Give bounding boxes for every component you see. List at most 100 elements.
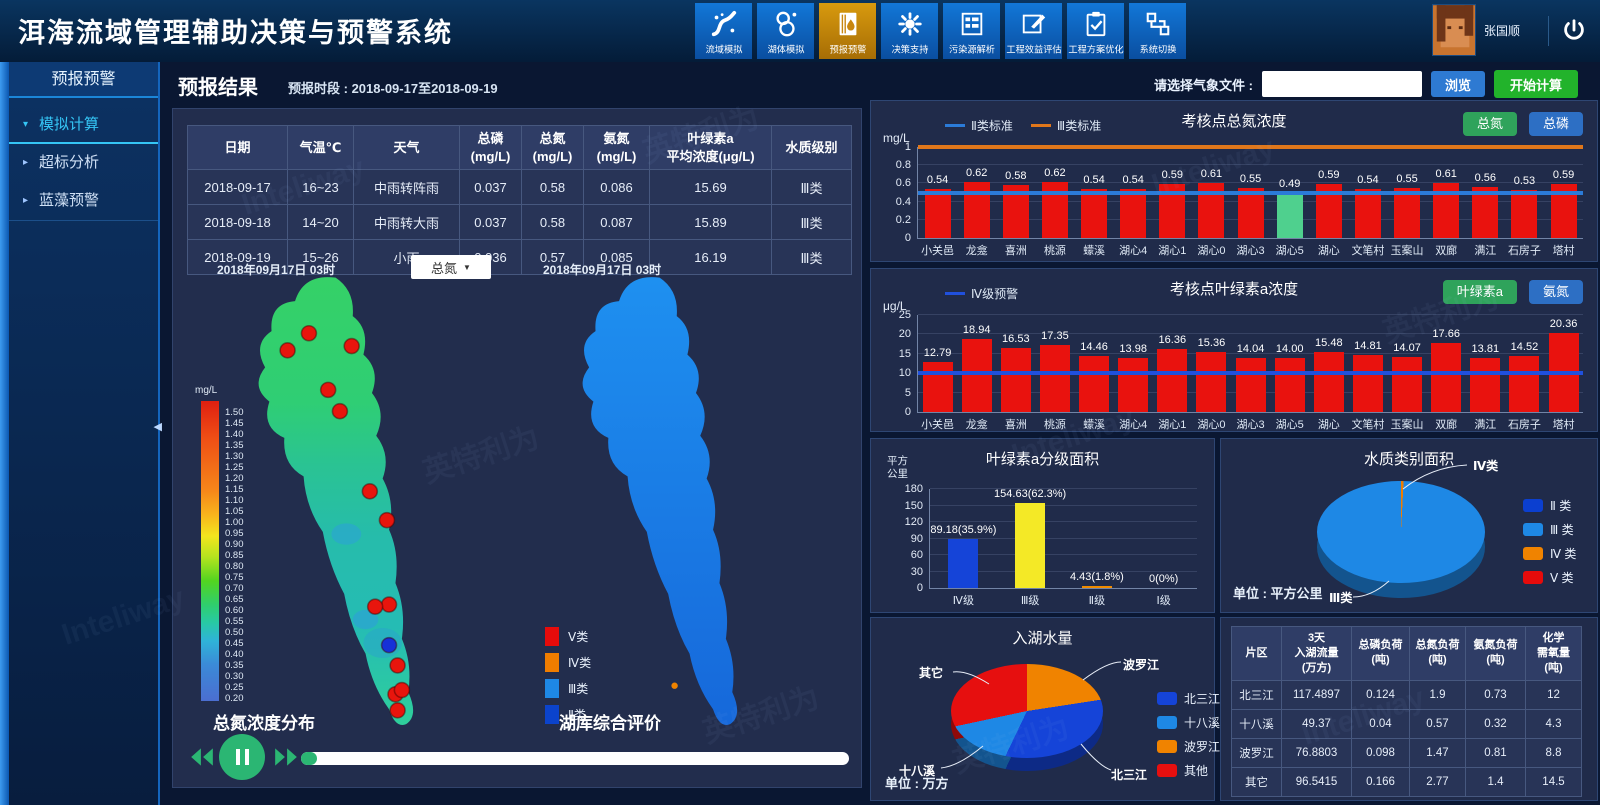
bar-value: 4.43(1.8%)	[1069, 570, 1124, 583]
bar	[1276, 193, 1303, 238]
gridline	[918, 164, 1583, 166]
chart-toggle-button-氨氮[interactable]: 氨氮	[1528, 280, 1583, 304]
lake-evaluation-map[interactable]	[561, 267, 801, 737]
nav-tab-label: 决策支持	[891, 45, 928, 56]
colorbar-tick: 0.90	[225, 539, 244, 550]
bar	[1511, 189, 1538, 238]
chla-area-panel: 叶绿素a分级面积 平方 公里 0 30 60 90 120 150 180 89.18(35.…	[870, 438, 1215, 613]
parameter-dropdown[interactable]: 总氮 ▼	[411, 255, 491, 279]
sidebar-item-蓝藻预警[interactable]: ▸ 蓝藻预警	[9, 182, 158, 220]
callout-shibaxi: 十八溪	[899, 764, 936, 778]
header-divider	[1548, 16, 1549, 46]
browse-button[interactable]: 浏览	[1431, 71, 1485, 97]
power-icon[interactable]	[1560, 17, 1588, 45]
bar-value: 154.63(62.3%)	[994, 487, 1067, 500]
nav-tab-watershed-sim[interactable]: 流域模拟	[695, 3, 752, 59]
legend-item: 北三江	[1157, 690, 1220, 707]
chart-toggle-button-总磷[interactable]: 总磷	[1528, 112, 1583, 136]
legend-label: 北三江	[1184, 692, 1221, 706]
forecast-panel: 日期 气温℃ 天气 总磷 (mg/L) 总氮 (mg/L) 氨氮 (mg/L) 叶绿素a 平…	[172, 108, 862, 788]
benefit-eval-icon	[1020, 7, 1048, 41]
bar-value: 0.54	[1122, 173, 1144, 186]
table-cell: 12	[1525, 679, 1582, 710]
bar-group: 17.35 桃源	[1035, 315, 1074, 431]
colorbar	[201, 401, 219, 701]
column-header: 总磷负荷 (吨)	[1351, 626, 1410, 681]
tn-y-axis-label: mg/L	[883, 131, 910, 145]
bars: 12.79 小关邑 18.94 龙龛 16.53 喜洲 17.35 桃源 14.46 蠓溪 13.9…	[918, 315, 1583, 431]
tn-distribution-map[interactable]	[237, 267, 477, 737]
table-cell: 波罗江	[1231, 737, 1282, 768]
y-axis-tick: 0.4	[895, 195, 911, 208]
right-map-caption: 湖库综合评价	[559, 714, 661, 733]
gridline	[930, 504, 1197, 506]
bar-category: 文笔村	[1351, 419, 1385, 431]
table-cell: 8.8	[1525, 737, 1582, 768]
bar-value: 0.59	[1318, 169, 1340, 182]
nav-tab-pollution-analysis[interactable]: 污染源解析	[943, 3, 1000, 59]
start-calculation-button[interactable]: 开始计算	[1494, 70, 1578, 98]
colorbar-tick: 0.70	[225, 583, 244, 594]
skip-forward-button[interactable]	[273, 744, 299, 770]
bar-value: 14.04	[1236, 342, 1265, 355]
bar-value: 14.52	[1510, 340, 1539, 353]
table-cell: 北三江	[1231, 679, 1282, 710]
weather-file-input[interactable]	[1262, 71, 1422, 97]
pause-button[interactable]	[219, 734, 265, 780]
nav-tab-benefit-eval[interactable]: 工程效益评估	[1005, 3, 1062, 59]
sidebar-collapse-icon[interactable]: ◀	[153, 421, 162, 433]
bar-group: 0.49 湖心5	[1270, 147, 1309, 257]
y-axis-tick: 180	[904, 483, 923, 495]
nav-tab-system-switch[interactable]: 系统切换	[1129, 3, 1186, 59]
legend-swatch	[545, 705, 559, 724]
bar-group: 0.55 玉案山	[1388, 147, 1427, 257]
bar	[1081, 188, 1108, 238]
column-header: 叶绿素a 平均浓度(μg/L)	[649, 124, 772, 171]
nav-tab-label: 流域模拟	[705, 45, 742, 56]
nav-tab-decision-support[interactable]: 决策支持	[881, 3, 938, 59]
plan-optimize-icon	[1082, 7, 1110, 41]
bar	[961, 338, 992, 412]
table-cell: 15.69	[649, 169, 772, 206]
column-header: 氨氮负荷 (吨)	[1465, 626, 1526, 681]
timeline-progress-bar[interactable]	[301, 752, 849, 765]
tn-bar-chart: 0 0.2 0.4 0.6 0.8 1 0.54 小关邑 0.62 龙龛 0.58 喜洲 0.62 桃源 0…	[896, 141, 1583, 257]
bar-group: 13.98 湖心4	[1114, 315, 1153, 431]
bar-value: 15.48	[1315, 336, 1343, 349]
colorbar-tick: 0.20	[225, 693, 244, 704]
bar-group: 0(0%) Ⅰ级	[1130, 489, 1197, 607]
table-cell: 2018-09-18	[187, 204, 288, 241]
bar-category: 龙龛	[965, 245, 988, 257]
chart-toggle-button-叶绿素a[interactable]: 叶绿素a	[1442, 280, 1517, 304]
gridline	[930, 488, 1197, 489]
nav-tab-plan-optimize[interactable]: 工程方案优化	[1067, 3, 1124, 59]
right-map-timestamp: 2018年09月17日 03时	[543, 263, 662, 277]
column-header: 总磷 (mg/L)	[459, 124, 522, 171]
sidebar-item-模拟计算[interactable]: ▾ 模拟计算	[9, 106, 158, 144]
bar	[1118, 357, 1149, 412]
table-row: 北三江 117.4897 0.124 1.9 0.73 12	[1231, 679, 1582, 710]
skip-back-button[interactable]	[189, 744, 215, 770]
bar	[1120, 188, 1147, 238]
colorbar-tick: 1.00	[225, 517, 244, 528]
bar-group: 16.53 喜洲	[996, 315, 1035, 431]
chart-toggle-button-总氮[interactable]: 总氮	[1462, 112, 1517, 136]
table-cell: 14~20	[287, 204, 354, 241]
colorbar-tick: 1.10	[225, 495, 244, 506]
decision-support-icon	[896, 7, 924, 41]
legend-swatch	[1523, 499, 1543, 512]
y-axis-tick: 0	[916, 582, 923, 594]
bar-group: 89.18(35.9%) Ⅳ级	[930, 489, 997, 607]
bar-value: 15.36	[1197, 337, 1226, 350]
bar-group: 0.53 石房子	[1505, 147, 1544, 257]
column-header: 总氮 (mg/L)	[521, 124, 584, 171]
nav-tab-lake-sim[interactable]: 湖体模拟	[757, 3, 814, 59]
sidebar-item-超标分析[interactable]: ▸ 超标分析	[9, 144, 158, 182]
table-cell: Ⅲ类	[771, 239, 852, 276]
colorbar-tick: 0.45	[225, 638, 244, 649]
bar-category: 蠓溪	[1083, 419, 1106, 431]
pie-top	[1317, 481, 1485, 583]
user-box[interactable]: 张国顺	[1432, 4, 1520, 56]
bar-group: 0.55 湖心3	[1231, 147, 1270, 257]
nav-tab-forecast-warning[interactable]: 预报预警	[819, 3, 876, 59]
